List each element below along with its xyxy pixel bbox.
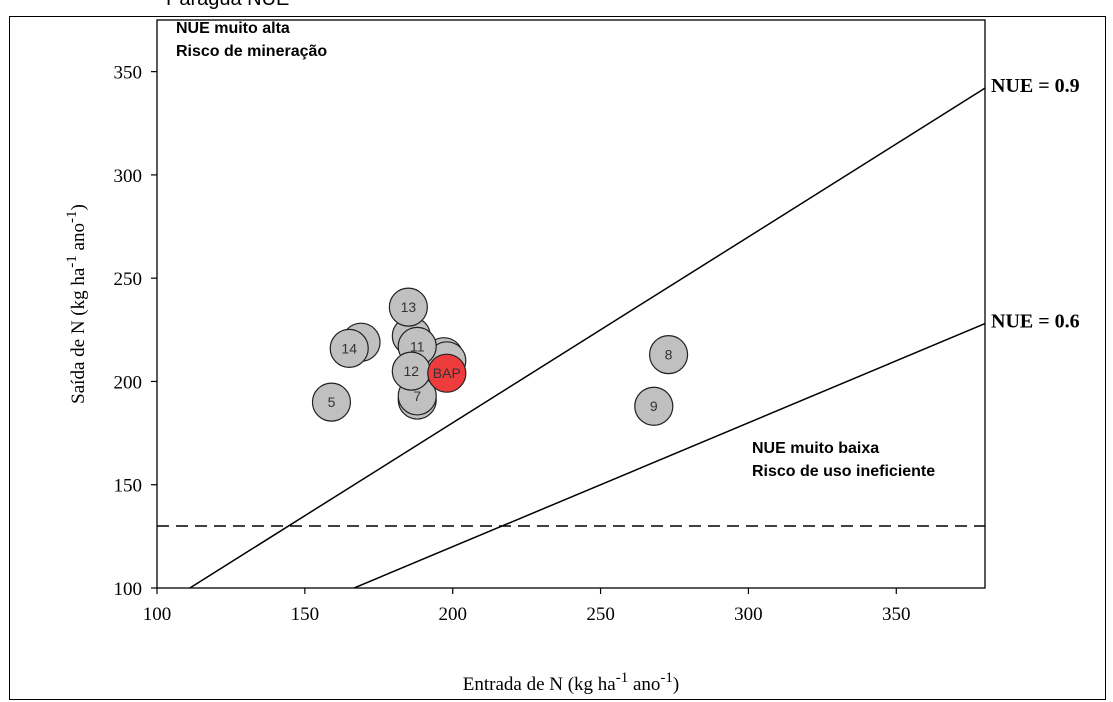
annotation-top-left: Risco de mineração bbox=[176, 43, 327, 60]
scatter-point: 5 bbox=[311, 382, 352, 422]
y-tick-label: 250 bbox=[114, 269, 143, 290]
x-tick-label: 350 bbox=[882, 604, 911, 625]
point-label: 5 bbox=[328, 394, 336, 410]
scatter-point: 13 bbox=[388, 287, 428, 327]
scatter-point: BAP bbox=[427, 353, 467, 393]
x-tick-label: 200 bbox=[438, 604, 467, 625]
nue-reference-label: NUE = 0.9 bbox=[991, 75, 1080, 97]
y-tick-label: 350 bbox=[114, 63, 143, 84]
point-label: 9 bbox=[650, 398, 658, 414]
axes-group: 100 150 200 250 300 350 100 150 200 250 300 350 Entr… bbox=[64, 19, 986, 695]
point-marker bbox=[311, 382, 352, 422]
y-tick-label: 100 bbox=[114, 579, 143, 600]
point-marker bbox=[388, 287, 428, 327]
x-tick-label: 150 bbox=[291, 604, 320, 625]
point-label: 8 bbox=[665, 347, 673, 363]
annotations: NUE muito alta Risco de mineração NUE muit… bbox=[176, 20, 935, 480]
point-marker bbox=[329, 328, 369, 369]
point-label: 13 bbox=[401, 299, 417, 315]
x-tick-label: 300 bbox=[734, 604, 763, 625]
y-tick-label: 200 bbox=[114, 372, 143, 393]
y-tick-label: 300 bbox=[114, 166, 143, 187]
annotation-bottom-right: NUE muito baixa bbox=[752, 440, 879, 457]
annotation-top-left: NUE muito alta bbox=[176, 20, 290, 37]
point-marker bbox=[634, 386, 674, 426]
point-label: 14 bbox=[341, 340, 357, 356]
point-label: BAP bbox=[433, 365, 461, 381]
point-label: 7 bbox=[413, 388, 421, 404]
scatter-point: 14 bbox=[329, 328, 369, 369]
header-fragment: Paragua NUE bbox=[166, 0, 289, 11]
x-tick-label: 250 bbox=[586, 604, 615, 625]
point-marker bbox=[427, 353, 467, 393]
point-label: 11 bbox=[410, 338, 425, 354]
scatter-point: 9 bbox=[634, 386, 674, 426]
reference-lines: NUE = 0.9 NUE = 0.6 bbox=[157, 75, 1080, 588]
scatter-point: 8 bbox=[648, 335, 689, 375]
nue-reference-label: NUE = 0.6 bbox=[991, 311, 1080, 333]
x-axis-label: Entrada de N (kg ha-1 ano-1) bbox=[463, 670, 680, 695]
x-tick-label: 100 bbox=[143, 604, 172, 625]
point-marker bbox=[648, 335, 689, 375]
y-axis-label: Saída de N (kg ha-1 ano-1) bbox=[64, 204, 89, 404]
nue-reference-line bbox=[353, 322, 985, 588]
point-label: 12 bbox=[404, 363, 420, 379]
annotation-bottom-right: Risco de uso ineficiente bbox=[752, 463, 935, 480]
y-tick-label: 150 bbox=[114, 476, 143, 497]
scatter-point: 12 bbox=[391, 351, 431, 391]
plot-area-border bbox=[156, 19, 986, 589]
nue-reference-line bbox=[189, 87, 985, 588]
data-points: 1234567891011121314BAP bbox=[311, 287, 689, 426]
